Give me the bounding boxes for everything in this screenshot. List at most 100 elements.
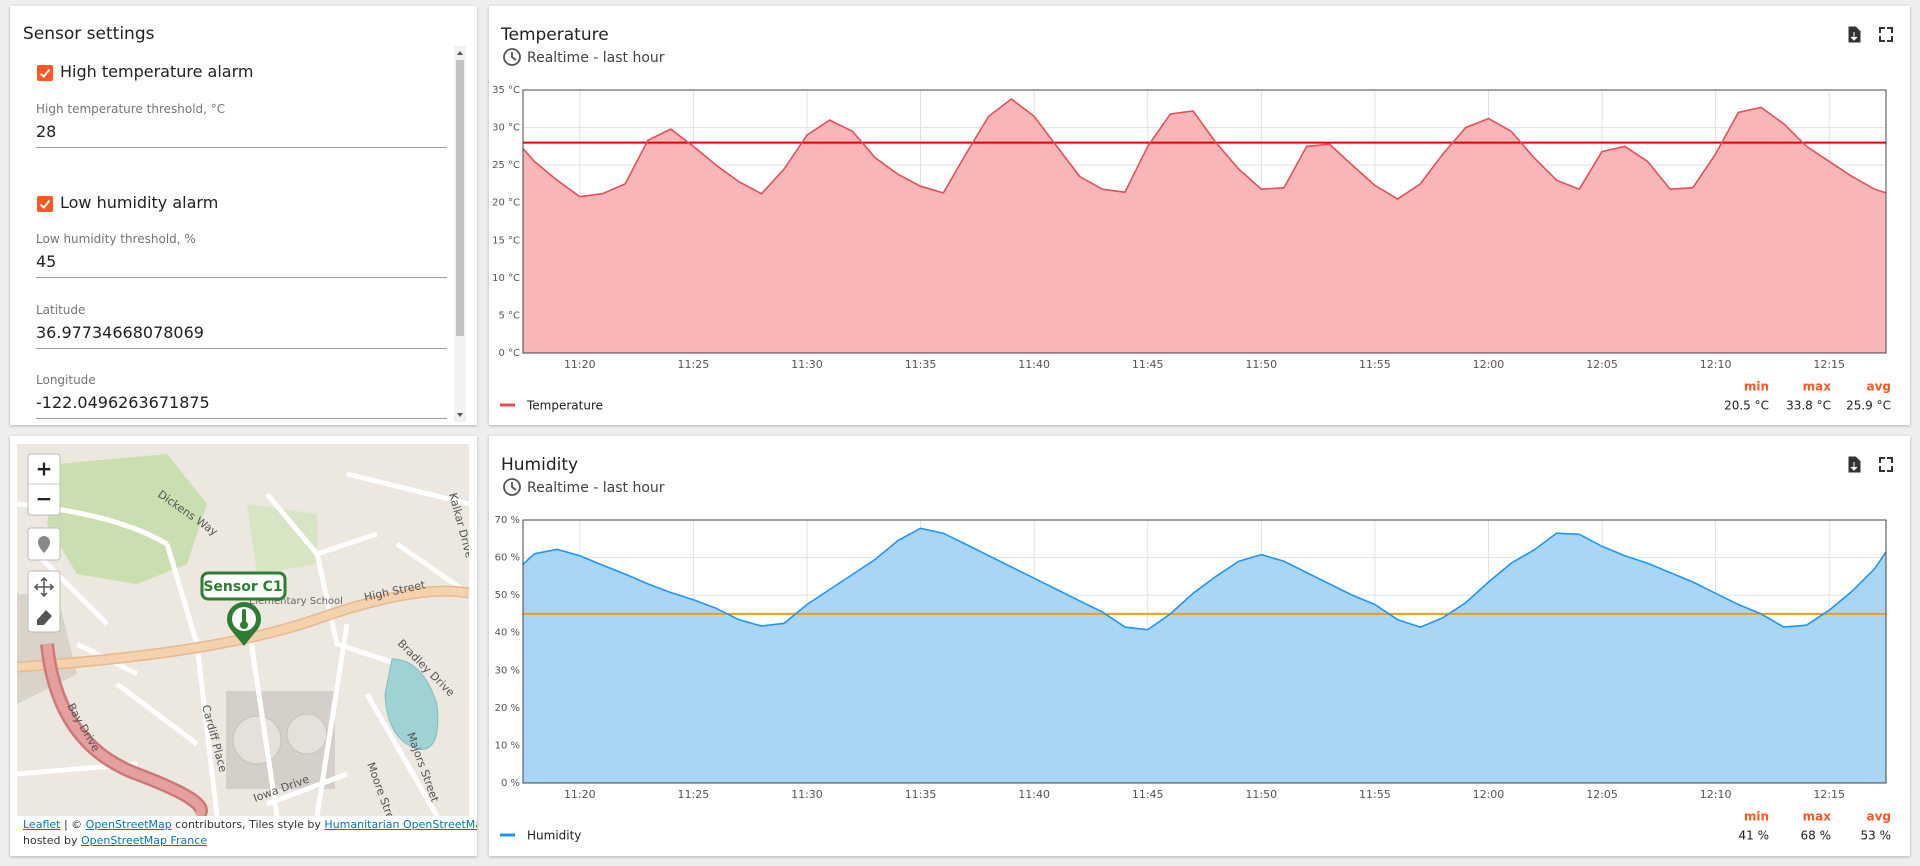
checkbox[interactable] [37,196,53,212]
chart-panel: Humidity Realtime - last hour 0 % 10 % 20 % 3… [489,436,1910,856]
stat-value: 20.5 °C [1724,399,1769,413]
poi-name: Elementary School [249,596,343,607]
x-tick-label: 11:50 [1245,358,1277,371]
field-value[interactable]: 28 [36,122,57,141]
x-tick-label: 12:15 [1813,358,1845,371]
stat-label: max [1803,810,1832,824]
text: contributors, Tiles style by [171,818,325,831]
y-tick-label: 30 °C [492,123,520,134]
legend-label[interactable]: Temperature [526,399,603,413]
chart-title: Humidity [501,455,578,475]
x-tick-label: 11:35 [905,788,937,801]
field-underline [36,277,447,278]
y-tick-label: 50 % [495,590,520,601]
field-underline [36,147,447,148]
fullscreen-button[interactable] [1879,457,1893,472]
fullscreen-button[interactable] [1879,27,1893,42]
x-tick-label: 11:55 [1359,358,1391,371]
x-tick-label: 11:20 [564,358,596,371]
y-tick-label: 20 °C [492,198,520,209]
field-value[interactable]: -122.0496263671875 [36,393,210,412]
x-tick-label: 12:05 [1586,788,1618,801]
y-tick-label: 20 % [495,703,520,714]
y-tick-label: 10 °C [492,273,520,284]
check-icon [39,199,51,209]
y-tick-label: 60 % [495,553,520,564]
map-path [38,536,50,553]
series-line [522,97,1887,200]
export-button[interactable] [1847,455,1862,474]
scroll-thumb[interactable] [456,60,464,336]
x-tick-label: 11:30 [791,358,823,371]
map-path [37,610,52,625]
x-tick-label: 11:30 [791,788,823,801]
checkbox-label: Low humidity alarm [60,193,219,212]
link[interactable]: Humanitarian OpenStreetMap Team [324,818,477,831]
icon-part [511,482,517,491]
map-attribution: Leaflet | © OpenStreetMap contributors, … [23,818,477,831]
zoom-out[interactable]: − [36,487,53,511]
marker-label-box[interactable] [200,571,287,601]
map[interactable]: Dickens Way High Street Bradley Drive Ba… [17,444,469,816]
x-tick-label: 11:45 [1132,358,1164,371]
series-line [522,527,1887,631]
stat-value: 68 % [1801,829,1832,843]
check-icon [39,68,51,78]
y-tick-label: 40 % [495,628,520,639]
area-fill [523,528,1886,783]
y-tick-label: 0 % [501,778,520,789]
icon-part [503,48,521,66]
check-mark [39,68,51,78]
x-tick-label: 12:10 [1700,788,1732,801]
map-rect [242,609,246,623]
map-circle [286,713,328,755]
marker-label[interactable]: Sensor C1 [203,579,282,595]
text: hosted by [23,834,81,847]
stat-label: avg [1866,380,1891,394]
x-tick-label: 11:40 [1018,788,1050,801]
x-tick-label: 11:55 [1359,788,1391,801]
y-tick-label: 70 % [495,515,520,526]
link[interactable]: Leaflet [23,818,61,831]
link[interactable]: OpenStreetMap France [80,834,208,847]
link[interactable]: OpenStreetMap [85,818,172,831]
chart-subtitle: Realtime - last hour [527,50,665,66]
panel-title: Sensor settings [23,24,155,44]
export-button[interactable] [1847,25,1862,44]
field-value[interactable]: 36.97734668078069 [36,323,204,342]
checkbox-row[interactable]: High temperature alarm [23,62,423,84]
checkbox-row[interactable]: Low humidity alarm [23,193,423,215]
chart: Temperature Realtime - last hour 0 °C 5 °C 1… [492,25,1893,413]
field-underline [36,348,447,349]
stat-value: 41 % [1739,829,1770,843]
y-tick-label: 0 °C [498,348,520,359]
stat-value: 33.8 °C [1786,399,1831,413]
x-tick-label: 12:00 [1473,788,1505,801]
zoom-in[interactable]: + [36,457,53,481]
map-path [384,658,439,750]
map-circle [232,715,282,765]
x-tick-label: 11:25 [678,358,710,371]
field-label: High temperature threshold, °C [36,102,226,116]
stat-label: min [1744,810,1769,824]
map-path [33,576,55,598]
y-tick-label: 35 °C [492,85,520,96]
settings-form: High temperature alarm High temperature … [23,50,447,420]
scroll-up[interactable] [457,51,463,55]
legend-label[interactable]: Humidity [527,829,581,843]
chart-title: Temperature [500,25,609,45]
stat-label: max [1803,380,1832,394]
scrollbar[interactable] [454,46,466,422]
chart: Humidity Realtime - last hour 0 % 10 % 20 % 3… [495,455,1893,843]
field-value[interactable]: 45 [36,252,57,271]
checkbox-label: High temperature alarm [60,62,254,81]
x-tick-label: 11:35 [905,358,937,371]
x-tick-label: 11:50 [1245,788,1277,801]
text: | © [60,818,86,831]
scroll-down[interactable] [457,413,463,417]
checkbox[interactable] [37,65,53,81]
icon-part [511,52,517,61]
map-circle [240,621,248,629]
